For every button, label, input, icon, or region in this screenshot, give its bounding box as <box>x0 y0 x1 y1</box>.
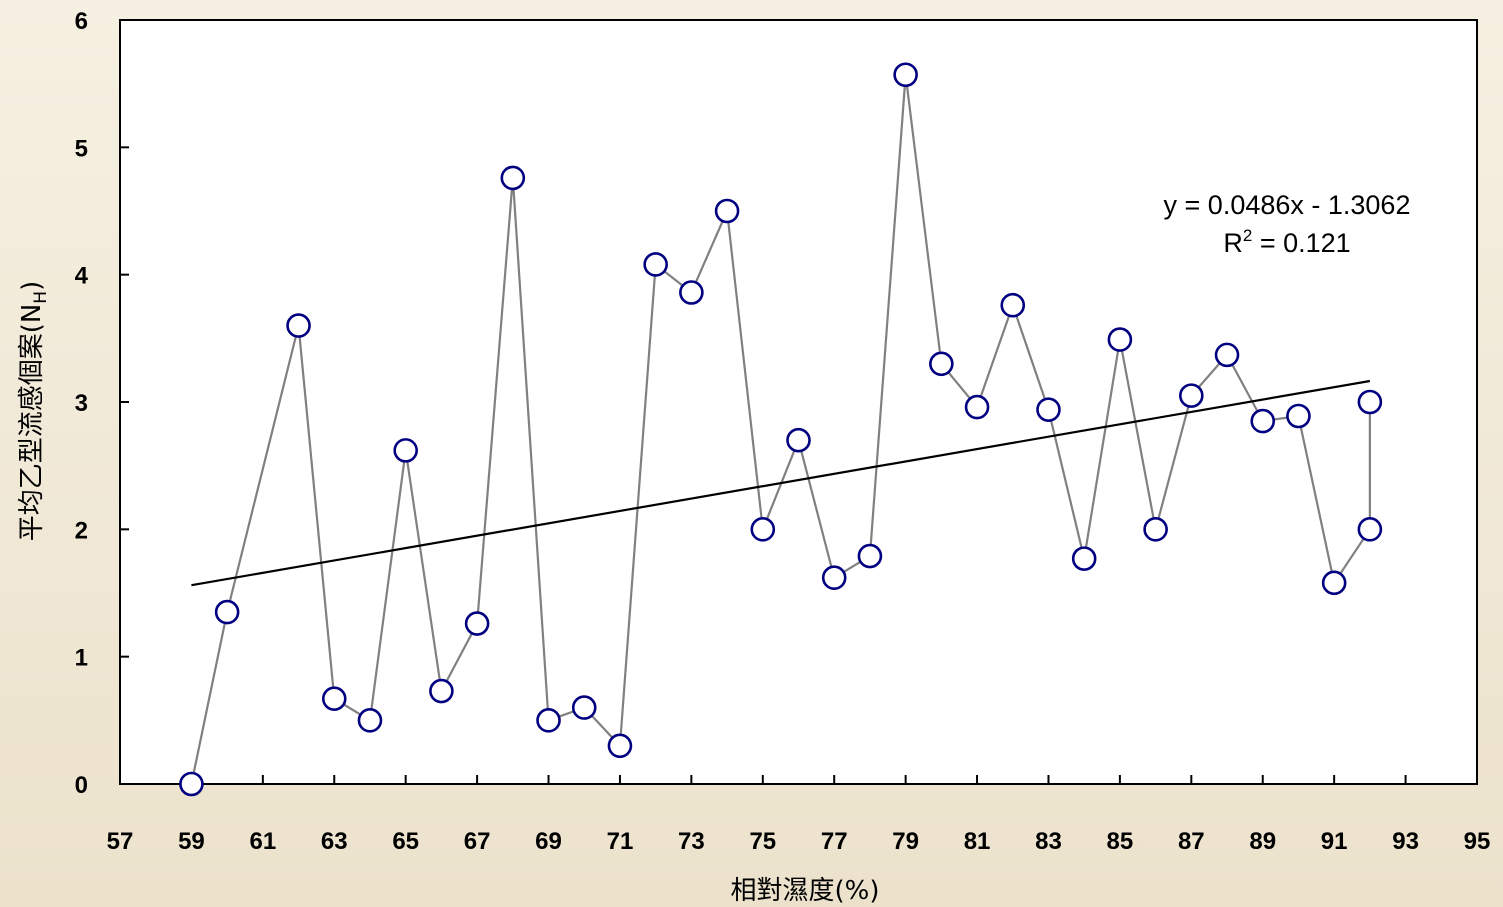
x-tick-label: 69 <box>535 828 562 855</box>
data-point <box>645 253 667 275</box>
x-axis: 57 59 61 63 65 67 69 71 73 75 77 79 81 83 85 87 89 91 93 95 <box>107 775 1491 855</box>
data-point <box>502 167 524 189</box>
y-axis-title-main: 平均乙型流感個案(N <box>17 304 47 542</box>
data-point <box>395 439 417 461</box>
data-point <box>288 315 310 337</box>
x-tick-label: 57 <box>107 828 134 855</box>
x-tick-label: 63 <box>321 828 348 855</box>
x-tick-label: 77 <box>821 828 848 855</box>
trendline-equation: y = 0.0486x - 1.3062 <box>1164 190 1411 220</box>
x-tick-label: 79 <box>892 828 919 855</box>
x-tick-label: 67 <box>464 828 491 855</box>
data-point <box>573 697 595 719</box>
data-point <box>180 773 202 795</box>
y-tick-label: 3 <box>75 390 88 417</box>
data-point <box>788 429 810 451</box>
data-point <box>680 281 702 303</box>
x-tick-label: 61 <box>249 828 276 855</box>
r-squared-superscript: 2 <box>1243 226 1252 245</box>
data-point <box>716 200 738 222</box>
x-tick-label: 93 <box>1392 828 1419 855</box>
data-point <box>359 709 381 731</box>
data-point <box>466 613 488 635</box>
x-tick-label: 91 <box>1321 828 1348 855</box>
y-tick-label: 2 <box>75 517 88 544</box>
data-point <box>930 353 952 375</box>
x-tick-label: 85 <box>1107 828 1134 855</box>
data-point <box>1109 329 1131 351</box>
x-tick-label: 87 <box>1178 828 1205 855</box>
data-point <box>966 396 988 418</box>
x-tick-label: 75 <box>749 828 776 855</box>
trendline-r-squared: R2 = 0.121 <box>1223 226 1350 258</box>
y-tick-label: 5 <box>75 135 88 162</box>
x-tick-label: 89 <box>1249 828 1276 855</box>
data-point <box>1002 294 1024 316</box>
data-point <box>430 680 452 702</box>
data-point <box>323 688 345 710</box>
y-tick-label: 0 <box>75 772 88 799</box>
data-point <box>1073 548 1095 570</box>
data-point <box>538 709 560 731</box>
data-point <box>1252 410 1274 432</box>
y-axis-title-close: ) <box>17 281 47 291</box>
plot-area <box>120 20 1477 784</box>
data-point <box>1359 391 1381 413</box>
x-tick-label: 71 <box>607 828 634 855</box>
data-point <box>1037 399 1059 421</box>
x-tick-label: 81 <box>964 828 991 855</box>
data-point <box>752 518 774 540</box>
data-point <box>895 64 917 86</box>
x-tick-label: 65 <box>392 828 419 855</box>
y-tick-label: 6 <box>75 8 88 35</box>
x-tick-label: 95 <box>1464 828 1491 855</box>
x-axis-title: 相對濕度(%) <box>731 876 880 906</box>
data-point <box>859 545 881 567</box>
x-tick-label: 83 <box>1035 828 1062 855</box>
data-point <box>1145 518 1167 540</box>
data-point <box>216 601 238 623</box>
data-point <box>1323 572 1345 594</box>
y-tick-label: 1 <box>75 645 88 672</box>
r-squared-letter: R <box>1223 228 1243 258</box>
data-point <box>823 567 845 589</box>
data-point <box>1287 405 1309 427</box>
r-squared-value: = 0.121 <box>1252 228 1350 258</box>
y-axis-title: 平均乙型流感個案(NH) <box>17 281 51 542</box>
plot-frame <box>120 20 1477 784</box>
data-point <box>1359 518 1381 540</box>
data-point <box>1216 344 1238 366</box>
data-point <box>609 735 631 757</box>
data-point <box>1180 385 1202 407</box>
x-tick-label: 59 <box>178 828 205 855</box>
y-tick-label: 4 <box>75 263 89 290</box>
y-axis-title-subscript: H <box>31 291 51 304</box>
x-tick-label: 73 <box>678 828 705 855</box>
